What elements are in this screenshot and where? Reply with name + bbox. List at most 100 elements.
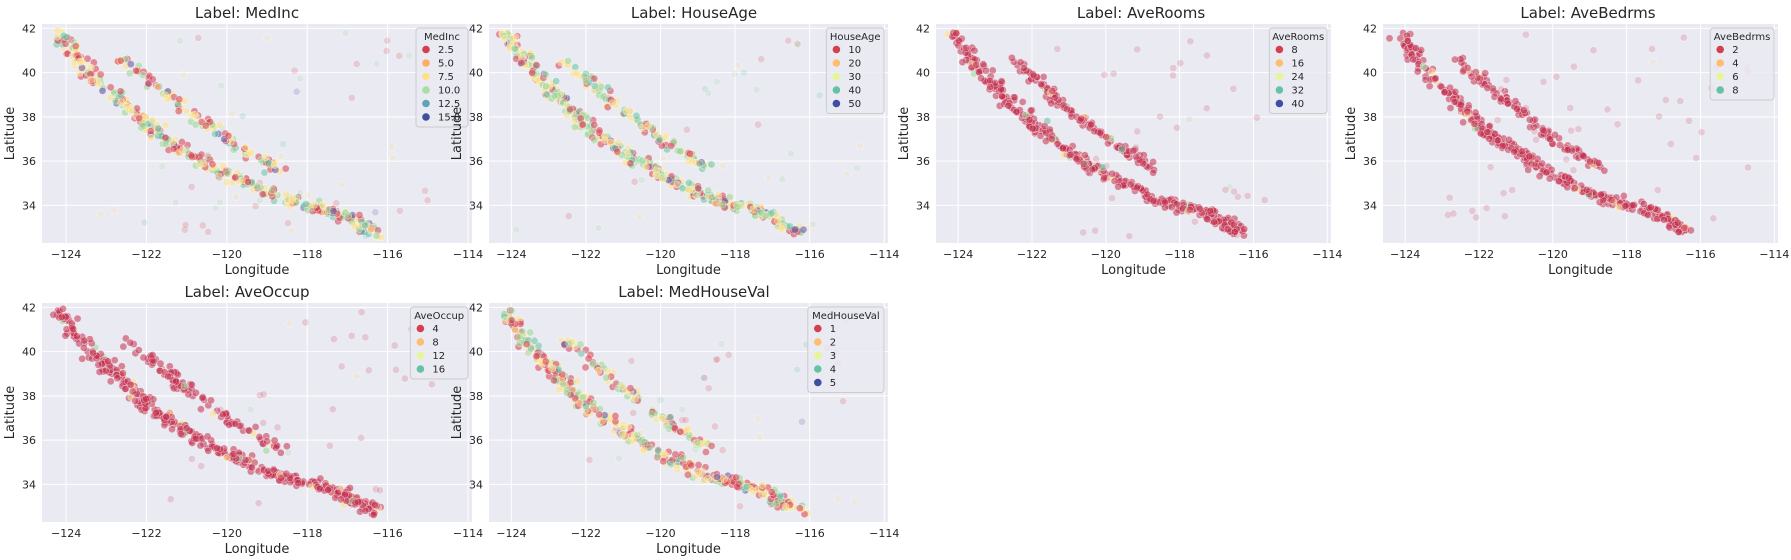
scatter-point: [253, 182, 261, 191]
scatter-point: [395, 51, 404, 60]
scatter-point: [694, 461, 703, 469]
scatter-point: [244, 150, 252, 159]
scatter-point: [259, 390, 268, 399]
scatter-point: [179, 70, 187, 79]
scatter-point: [594, 366, 603, 375]
scatter-point: [316, 474, 325, 483]
scatter-point: [579, 393, 587, 402]
legend-title: HouseAge: [830, 32, 881, 43]
scatter-point: [712, 77, 721, 86]
y-tick-label: 40: [1363, 67, 1377, 80]
scatter-point: [508, 34, 517, 43]
scatter-point: [626, 384, 635, 393]
scatter-point: [754, 120, 762, 129]
legend-marker: [832, 59, 841, 67]
y-tick-label: 38: [916, 111, 930, 124]
x-tick-label: −114: [869, 248, 899, 261]
scatter-point: [563, 389, 571, 397]
scatter-point: [1562, 155, 1571, 164]
scatter-point: [76, 57, 85, 66]
scatter-point: [224, 131, 233, 140]
scatter-point: [1110, 177, 1119, 185]
scatter-point: [187, 455, 196, 463]
scatter-point: [181, 221, 190, 229]
y-axis-label: Latitude: [3, 107, 18, 161]
scatter-point: [1552, 72, 1561, 81]
scatter-point: [773, 217, 782, 225]
scatter-point: [1628, 201, 1637, 210]
scatter-point: [752, 85, 761, 94]
scatter-point: [1114, 182, 1123, 191]
scatter-point: [1252, 113, 1261, 122]
y-tick-label: 34: [1363, 199, 1377, 212]
scatter-point: [619, 423, 627, 432]
y-tick-label: 34: [22, 478, 36, 491]
scatter-point: [528, 68, 537, 77]
legend-marker: [1275, 99, 1284, 108]
scatter-point: [585, 455, 594, 464]
y-tick-label: 40: [22, 67, 36, 80]
scatter-point: [223, 169, 232, 178]
y-tick-label: 34: [469, 199, 483, 212]
scatter-point: [684, 157, 693, 166]
scatter-point: [269, 465, 278, 474]
scatter-point: [261, 153, 270, 162]
scatter-point: [198, 394, 207, 402]
x-tick-label: −120: [645, 248, 675, 261]
scatter-point: [528, 53, 536, 62]
scatter-point: [1088, 165, 1097, 174]
scatter-point: [1007, 53, 1016, 62]
scatter-point: [641, 163, 650, 172]
x-tick-label: −122: [1017, 248, 1047, 261]
y-tick-label: 36: [469, 155, 483, 168]
scatter-point: [659, 175, 667, 184]
y-tick-label: 38: [469, 111, 483, 124]
scatter-point: [336, 495, 345, 504]
scatter-point: [565, 339, 574, 348]
scatter-point: [61, 331, 70, 340]
scatter-point: [767, 488, 776, 496]
scatter-point: [1025, 115, 1034, 124]
scatter-point: [1149, 158, 1157, 166]
subplot-title: Label: AveOccup: [184, 283, 309, 301]
x-axis-label: Longitude: [1548, 263, 1613, 278]
scatter-point: [1385, 34, 1394, 43]
scatter-point: [1500, 212, 1509, 221]
scatter-point: [656, 396, 665, 405]
x-tick-label: −120: [1091, 248, 1121, 261]
x-tick-label: −116: [1238, 248, 1268, 261]
scatter-point: [507, 306, 516, 315]
scatter-point: [711, 199, 719, 208]
scatter-point: [337, 181, 346, 190]
scatter-point: [139, 122, 148, 130]
scatter-point: [284, 448, 293, 457]
scatter-point: [645, 443, 654, 452]
scatter-point: [1676, 97, 1685, 105]
subplot-medhouseval: Label: MedHouseVal −124 −122 −120 −118 −116 −…: [450, 283, 899, 557]
scatter-point: [1594, 159, 1603, 167]
scatter-point: [421, 186, 429, 195]
scatter-point: [781, 502, 790, 511]
scatter-point: [1653, 186, 1662, 194]
x-axis-label: Longitude: [1101, 263, 1166, 278]
scatter-point: [125, 69, 134, 78]
legend-label: 50: [848, 99, 861, 110]
scatter-point: [332, 199, 341, 208]
scatter-point: [357, 434, 366, 442]
scatter-point: [1206, 206, 1215, 215]
legend-marker: [1275, 72, 1284, 81]
scatter-point: [1570, 62, 1578, 71]
scatter-point: [776, 492, 785, 500]
scatter-point: [712, 355, 721, 364]
scatter-point: [684, 470, 692, 479]
scatter-point: [1149, 168, 1158, 177]
scatter-point: [83, 54, 92, 63]
scatter-point: [1045, 125, 1054, 134]
scatter-point: [1674, 228, 1683, 236]
scatter-point: [282, 469, 291, 478]
scatter-point: [1072, 155, 1081, 164]
legend-label: 40: [1291, 99, 1304, 110]
scatter-point: [230, 140, 238, 149]
scatter-point: [162, 413, 171, 421]
subplot-avebedrms: Label: AveBedrms −124 −122 −120 −118 −116 −11…: [1344, 4, 1789, 278]
